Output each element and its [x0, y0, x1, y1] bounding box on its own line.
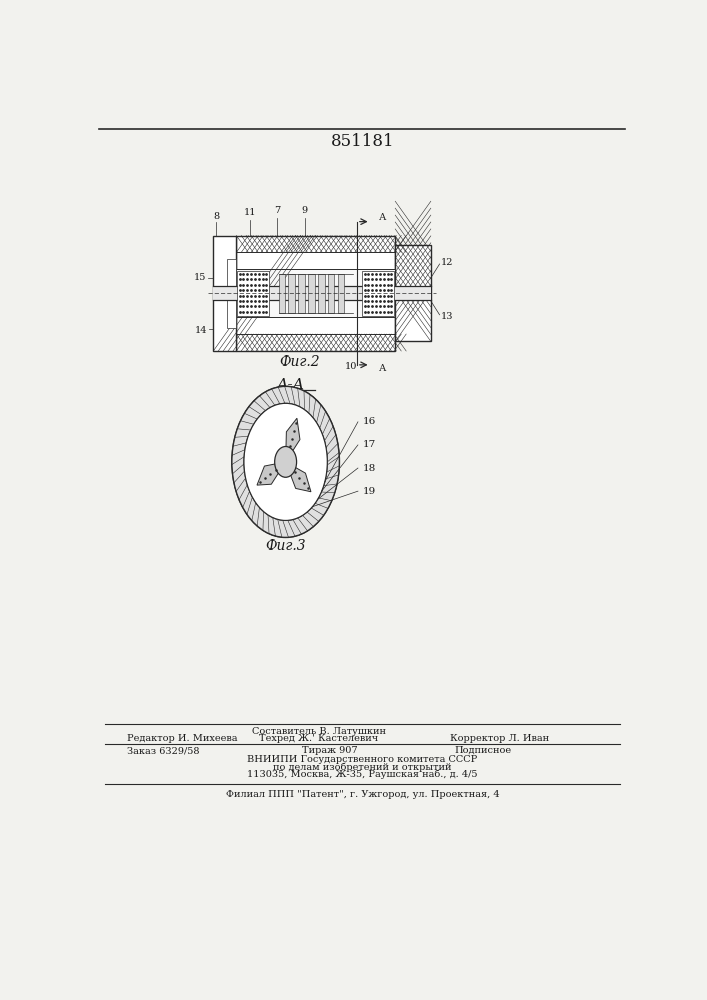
- Text: по делам изобретений и открытий: по делам изобретений и открытий: [273, 762, 452, 772]
- Text: Корректор Л. Иван: Корректор Л. Иван: [450, 734, 549, 743]
- Text: 11: 11: [244, 208, 256, 217]
- Text: 14: 14: [195, 326, 207, 335]
- Text: 851181: 851181: [331, 133, 394, 150]
- Text: 19: 19: [363, 487, 375, 496]
- Bar: [279, 274, 285, 312]
- Bar: [363, 271, 394, 316]
- Text: 10: 10: [345, 362, 358, 371]
- Text: Фиг.3: Фиг.3: [265, 539, 306, 553]
- Bar: [288, 274, 295, 312]
- Text: 13: 13: [440, 312, 453, 321]
- Bar: [236, 235, 395, 351]
- Text: А: А: [379, 213, 386, 222]
- Bar: [395, 245, 431, 341]
- Polygon shape: [286, 418, 300, 450]
- Text: 12: 12: [440, 258, 453, 267]
- Text: 17: 17: [363, 440, 375, 449]
- Bar: [338, 274, 344, 312]
- Text: Фиг.2: Фиг.2: [279, 355, 320, 369]
- Bar: [328, 274, 334, 312]
- Text: 18: 18: [363, 464, 375, 473]
- Bar: [214, 286, 431, 300]
- Text: Редактор И. Михеева: Редактор И. Михеева: [127, 734, 238, 743]
- Text: Техред Ж.' Кастелевич: Техред Ж.' Кастелевич: [259, 734, 378, 743]
- Text: Подписное: Подписное: [455, 746, 511, 755]
- Circle shape: [232, 386, 339, 537]
- Bar: [236, 269, 395, 317]
- Polygon shape: [257, 464, 279, 485]
- Text: 9: 9: [302, 206, 308, 215]
- Text: Тираж 907: Тираж 907: [302, 746, 357, 755]
- Bar: [238, 271, 269, 316]
- Text: 15: 15: [194, 273, 206, 282]
- Text: Заказ 6329/58: Заказ 6329/58: [127, 746, 199, 755]
- Bar: [227, 259, 236, 328]
- Text: ВНИИПИ Государственного комитета СССР: ВНИИПИ Государственного комитета СССР: [247, 755, 477, 764]
- Bar: [298, 274, 305, 312]
- Text: 7: 7: [274, 206, 281, 215]
- Text: А: А: [379, 364, 386, 373]
- Text: 113035, Москва, Ж-35, Раушская наб., д. 4/5: 113035, Москва, Ж-35, Раушская наб., д. …: [247, 770, 478, 779]
- Polygon shape: [291, 468, 311, 492]
- Text: 8: 8: [213, 212, 219, 221]
- Circle shape: [275, 446, 297, 477]
- Text: Филиал ППП "Патент", г. Ужгород, ул. Проектная, 4: Филиал ППП "Патент", г. Ужгород, ул. Про…: [226, 790, 499, 799]
- Circle shape: [244, 403, 327, 520]
- Bar: [214, 235, 236, 351]
- Bar: [318, 274, 325, 312]
- Text: Составитель В. Латушкин: Составитель В. Латушкин: [252, 727, 385, 736]
- Bar: [308, 274, 315, 312]
- Text: А-А: А-А: [277, 378, 305, 392]
- Wedge shape: [232, 386, 339, 537]
- Text: 16: 16: [363, 417, 375, 426]
